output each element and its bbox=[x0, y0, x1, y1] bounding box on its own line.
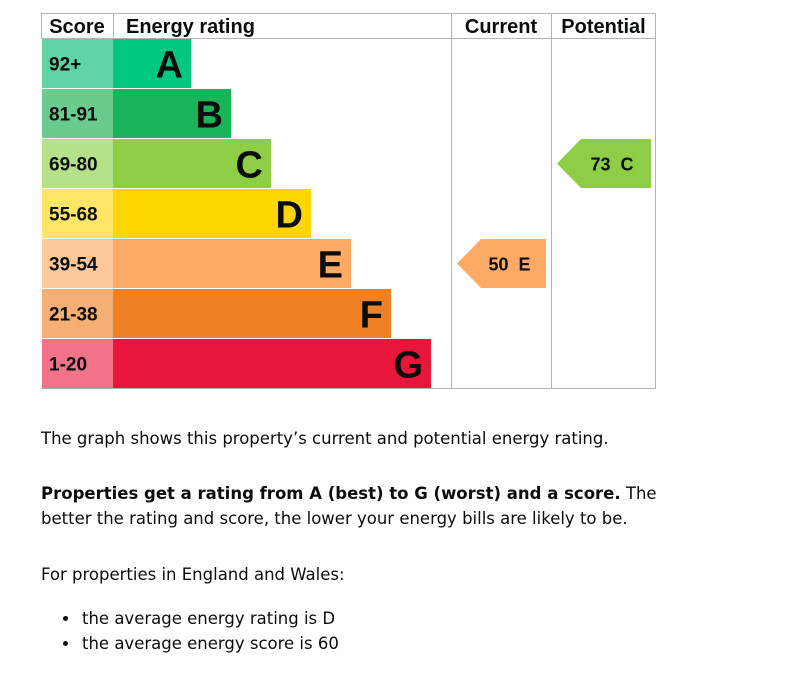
epc-chart: Score Energy rating Current Potential 92+ A 8… bbox=[41, 13, 656, 389]
band-bar-c bbox=[113, 139, 271, 188]
band-bar-g bbox=[113, 339, 431, 388]
potential-rating-label: 73 C bbox=[590, 155, 633, 175]
band-letter-b: B bbox=[196, 95, 223, 137]
potential-rating-arrow bbox=[557, 139, 651, 188]
header-current: Current bbox=[465, 16, 538, 38]
score-cell-b bbox=[42, 89, 113, 138]
current-rating-label: 50 E bbox=[488, 255, 530, 275]
band-letter-f: F bbox=[360, 295, 383, 337]
score-cell-e bbox=[42, 239, 113, 288]
score-range-a: 92+ bbox=[49, 55, 81, 76]
rating-arrows: 50 E 73 C bbox=[457, 139, 651, 288]
band-bar-a bbox=[113, 39, 191, 88]
average-rating-item: the average energy rating is D bbox=[80, 606, 339, 631]
score-range-d: 55-68 bbox=[49, 205, 98, 226]
score-range-b: 81-91 bbox=[49, 105, 98, 126]
average-score-item: the average energy score is 60 bbox=[80, 631, 339, 656]
header-score: Score bbox=[49, 16, 105, 38]
band-letter-d: D bbox=[276, 195, 303, 237]
rating-explanation-rest: The better the rating and score, the low… bbox=[41, 484, 657, 528]
intro-text: The graph shows this property’s current … bbox=[41, 429, 609, 448]
band-bar-f bbox=[113, 289, 391, 338]
band-letter-g: G bbox=[393, 345, 423, 387]
rating-explanation-bold: Properties get a rating from A (best) to… bbox=[41, 484, 621, 503]
band-letter-c: C bbox=[236, 145, 263, 187]
rating-bands: 92+ A 81-91 B 69-80 C 55-68 D 39-54 E 21-38 F 1-20 G bbox=[42, 39, 431, 388]
score-range-e: 39-54 bbox=[49, 255, 98, 276]
region-intro-text: For properties in England and Wales: bbox=[41, 565, 345, 584]
band-letter-e: E bbox=[318, 245, 343, 287]
score-cell-f bbox=[42, 289, 113, 338]
header-energy-rating: Energy rating bbox=[126, 16, 255, 38]
header-potential: Potential bbox=[561, 16, 645, 38]
band-letter-a: A bbox=[156, 45, 183, 87]
score-range-f: 21-38 bbox=[49, 305, 98, 326]
current-rating-arrow bbox=[457, 239, 546, 288]
chart-grid bbox=[41, 13, 656, 389]
score-cell-g bbox=[42, 339, 113, 388]
score-cell-a bbox=[42, 39, 113, 88]
band-bar-e bbox=[113, 239, 351, 288]
band-bar-d bbox=[113, 189, 311, 238]
rating-explanation: Properties get a rating from A (best) to… bbox=[41, 481, 681, 531]
chart-headers: Score Energy rating Current Potential bbox=[49, 16, 646, 38]
average-facts-list: the average energy rating is D the avera… bbox=[58, 606, 339, 656]
score-range-c: 69-80 bbox=[49, 155, 98, 176]
score-cell-c bbox=[42, 139, 113, 188]
score-cell-d bbox=[42, 189, 113, 238]
score-range-g: 1-20 bbox=[49, 355, 87, 376]
band-bar-b bbox=[113, 89, 231, 138]
